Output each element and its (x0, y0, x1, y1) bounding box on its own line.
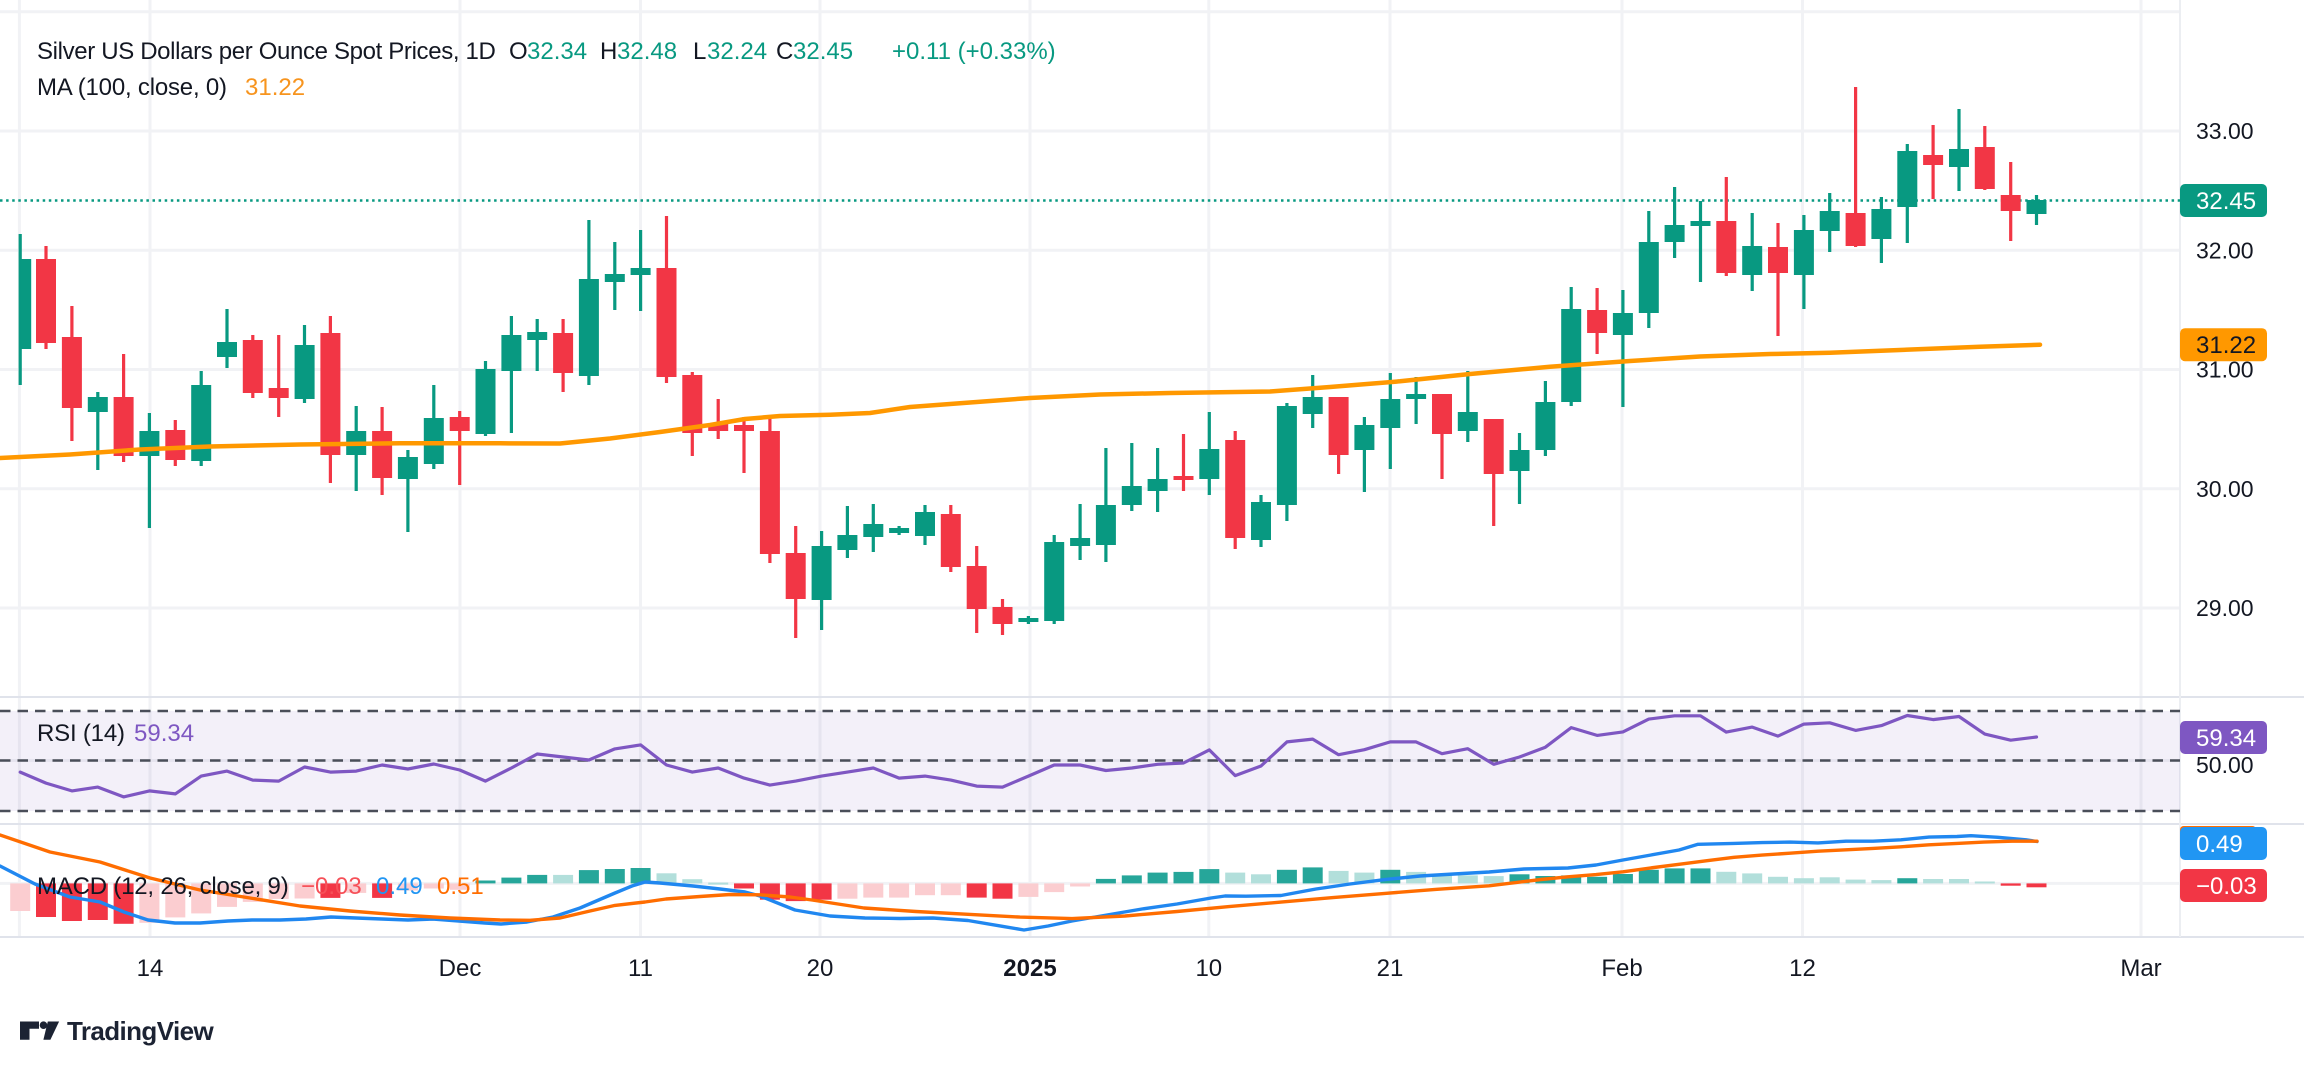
svg-text:0.51: 0.51 (437, 873, 484, 900)
svg-text:10: 10 (1195, 955, 1222, 982)
svg-text:31.22: 31.22 (245, 74, 305, 101)
svg-text:MACD (12, 26, close, 9): MACD (12, 26, close, 9) (37, 873, 289, 900)
svg-text:32.00: 32.00 (2196, 237, 2254, 263)
svg-text:O: O (509, 38, 528, 65)
svg-text:C: C (776, 38, 793, 65)
svg-text:32.48: 32.48 (617, 38, 677, 65)
svg-text:32.45: 32.45 (793, 38, 853, 65)
svg-text:59.34: 59.34 (134, 720, 194, 747)
svg-text:2025: 2025 (1003, 955, 1056, 982)
svg-text:Dec: Dec (439, 955, 482, 982)
svg-text:TradingView: TradingView (67, 1016, 214, 1046)
svg-text:−0.03: −0.03 (301, 873, 362, 900)
svg-text:32.45: 32.45 (2196, 188, 2256, 215)
svg-text:+0.11 (+0.33%): +0.11 (+0.33%) (892, 38, 1056, 65)
svg-text:RSI (14): RSI (14) (37, 720, 125, 747)
svg-text:59.34: 59.34 (2196, 725, 2256, 752)
svg-text:32.34: 32.34 (527, 38, 587, 65)
svg-text:Feb: Feb (1601, 955, 1642, 982)
svg-text:H: H (600, 38, 617, 65)
svg-text:0.49: 0.49 (2196, 831, 2243, 858)
svg-text:L: L (693, 38, 706, 65)
svg-text:21: 21 (1377, 955, 1404, 982)
svg-text:31.22: 31.22 (2196, 332, 2256, 359)
svg-text:12: 12 (1789, 955, 1816, 982)
svg-text:Silver US Dollars per Ounce Sp: Silver US Dollars per Ounce Spot Prices,… (37, 38, 495, 65)
svg-text:Mar: Mar (2120, 955, 2161, 982)
svg-text:29.00: 29.00 (2196, 595, 2254, 621)
svg-text:11: 11 (628, 955, 653, 982)
svg-text:50.00: 50.00 (2196, 752, 2254, 778)
svg-text:14: 14 (137, 955, 164, 982)
svg-text:33.00: 33.00 (2196, 118, 2254, 144)
svg-text:20: 20 (807, 955, 834, 982)
svg-text:0.49: 0.49 (376, 873, 423, 900)
svg-text:MA (100, close, 0): MA (100, close, 0) (37, 74, 227, 101)
svg-text:32.24: 32.24 (707, 38, 767, 65)
svg-text:30.00: 30.00 (2196, 476, 2254, 502)
svg-text:−0.03: −0.03 (2196, 873, 2257, 900)
